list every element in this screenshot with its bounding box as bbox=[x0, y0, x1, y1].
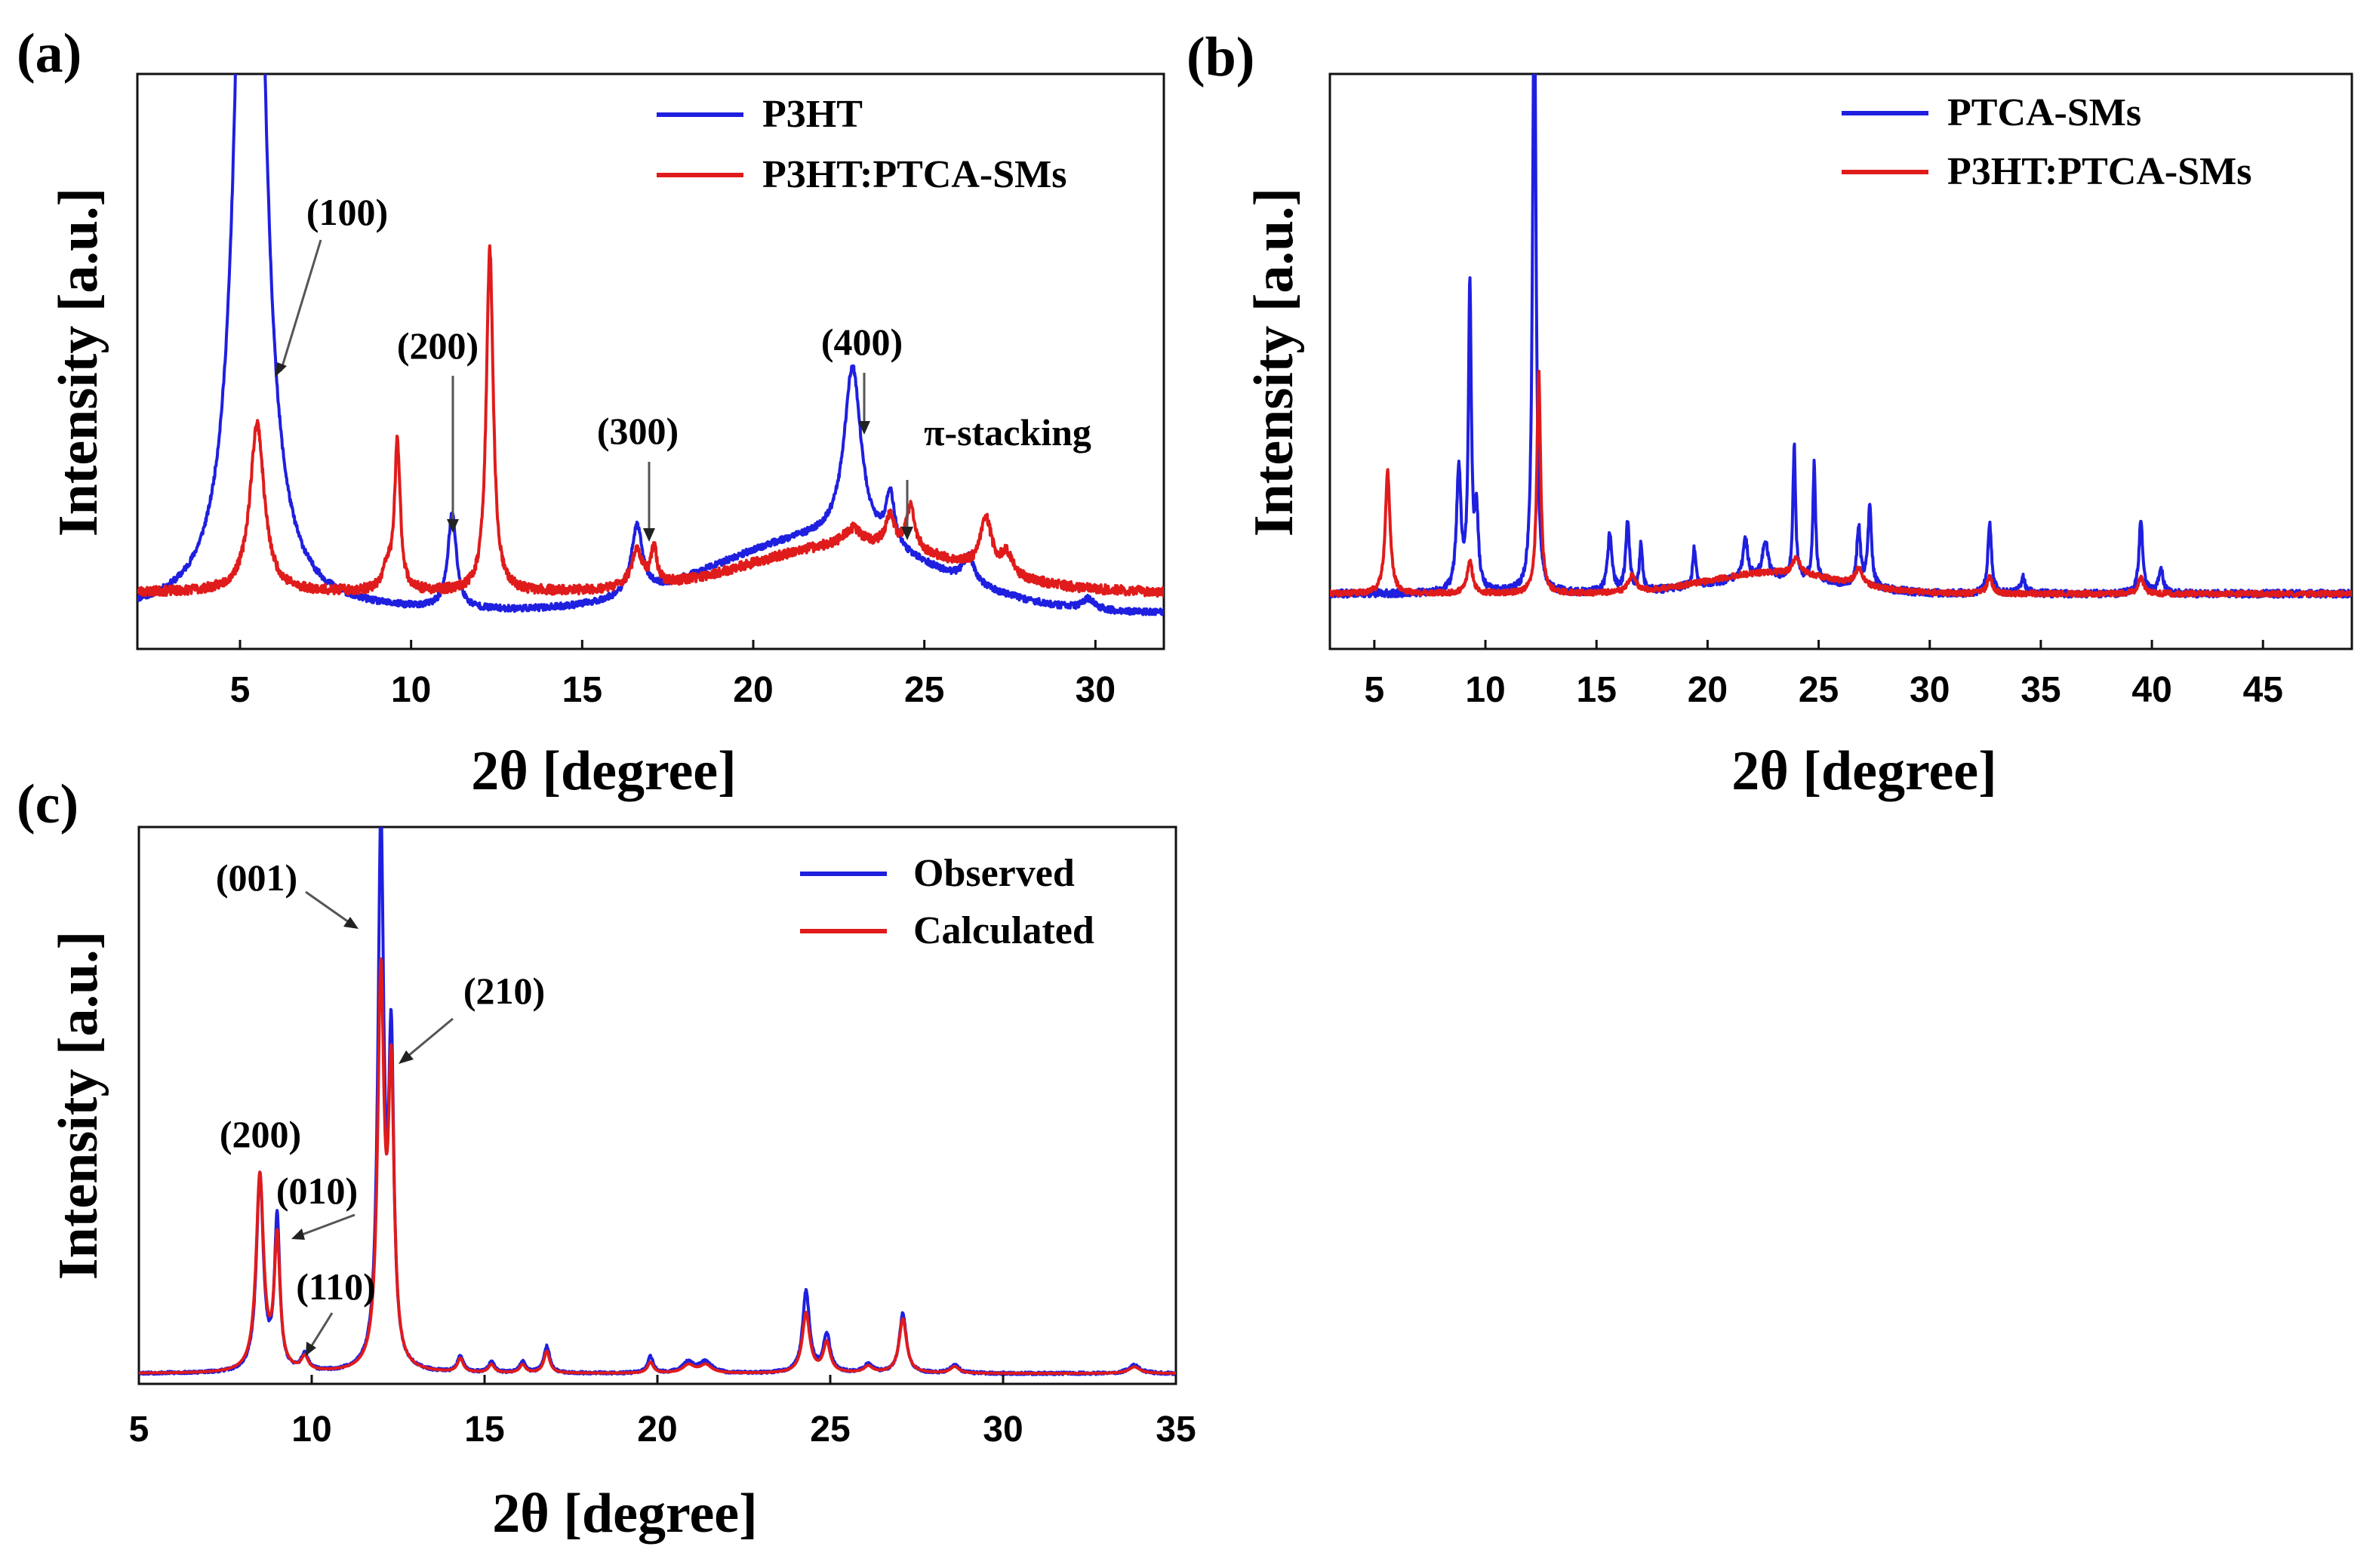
panel-b-plot-frame bbox=[1328, 72, 2353, 650]
panel-b-x-axis: 5 10 15 20 25 30 35 40 45 bbox=[1365, 640, 2283, 710]
panel-c: (c) 5 10 15 20 25 30 35 2θ [degree] Intensity … bbox=[17, 773, 1196, 1545]
panel-c-legend-label-calculated: Calculated bbox=[913, 909, 1094, 952]
annotation-a-100: (100) bbox=[306, 191, 388, 233]
panel-c-label: (c) bbox=[17, 773, 78, 835]
annotation-a-200: (200) bbox=[397, 324, 479, 367]
panel-b-series-group bbox=[1330, 74, 2352, 599]
x-tick-label-a-25: 25 bbox=[904, 670, 944, 710]
panel-b-legend-label-blend: P3HT:PTCA-SMs bbox=[1947, 150, 2251, 193]
annotation-c-210-arrow bbox=[407, 1017, 454, 1058]
annotation-a-pi-stacking-arrowhead bbox=[901, 527, 913, 540]
x-tick-label-b-40: 40 bbox=[2131, 670, 2171, 710]
annotation-a-400: (400) bbox=[821, 321, 903, 363]
annotation-a-pi-stacking: π-stacking bbox=[924, 411, 1091, 453]
annotation-c-001-arrow bbox=[305, 890, 349, 924]
x-tick-label-c-5: 5 bbox=[129, 1410, 149, 1450]
series-line-b-ptca-sms bbox=[1330, 74, 2352, 599]
x-tick-label-b-25: 25 bbox=[1799, 670, 1839, 710]
series-line-a-p3ht-ptca-sms bbox=[137, 244, 1164, 598]
x-tick-label-c-15: 15 bbox=[464, 1410, 504, 1450]
panel-c-legend: Observed Calculated bbox=[800, 852, 1094, 952]
x-tick-label-c-30: 30 bbox=[983, 1410, 1023, 1450]
panel-b-legend-label-ptca: PTCA-SMs bbox=[1947, 91, 2141, 134]
panel-a: (a) 5 10 15 20 25 30 2θ [degree] Intensity [a… bbox=[17, 23, 1165, 802]
x-tick-label-a-5: 5 bbox=[230, 670, 251, 710]
x-tick-label-c-35: 35 bbox=[1156, 1410, 1196, 1450]
panel-a-legend: P3HT P3HT:PTCA-SMs bbox=[657, 93, 1066, 196]
panel-c-x-axis: 5 10 15 20 25 30 35 bbox=[129, 1375, 1196, 1450]
panel-c-x-axis-title: 2θ [degree] bbox=[492, 1483, 758, 1545]
annotation-c-010-arrow bbox=[300, 1213, 355, 1237]
x-tick-label-a-30: 30 bbox=[1076, 670, 1116, 710]
panel-b: (b) 5 10 15 20 25 30 35 40 45 2θ [degree] Intens… bbox=[1186, 26, 2353, 802]
x-tick-label-b-10: 10 bbox=[1465, 670, 1505, 710]
annotation-c-001: (001) bbox=[216, 856, 297, 899]
x-tick-label-b-5: 5 bbox=[1365, 670, 1385, 710]
panel-a-series-group bbox=[137, 74, 1164, 616]
panel-a-y-axis-title: Intensity [a.u.] bbox=[48, 188, 109, 537]
annotation-c-010-arrowhead bbox=[291, 1228, 305, 1240]
x-tick-label-a-15: 15 bbox=[562, 670, 602, 710]
panel-a-x-axis-title: 2θ [degree] bbox=[471, 740, 737, 802]
annotation-c-010: (010) bbox=[276, 1170, 358, 1212]
panel-c-series-group bbox=[139, 827, 1176, 1376]
panel-a-legend-label-blend: P3HT:PTCA-SMs bbox=[762, 153, 1066, 196]
panel-c-annotations: (001) (210) (200) (010) (110) bbox=[216, 856, 545, 1356]
series-line-b-p3ht-ptca-sms bbox=[1330, 369, 2352, 598]
annotation-c-210-arrowhead bbox=[399, 1050, 414, 1064]
panel-a-legend-label-p3ht: P3HT bbox=[762, 93, 863, 136]
panel-a-plot-frame bbox=[136, 72, 1165, 650]
x-tick-label-b-30: 30 bbox=[1910, 670, 1950, 710]
panel-b-legend: PTCA-SMs P3HT:PTCA-SMs bbox=[1842, 91, 2251, 193]
annotation-a-400-arrowhead bbox=[858, 421, 870, 435]
x-tick-label-c-25: 25 bbox=[810, 1410, 850, 1450]
series-line-a-p3ht bbox=[137, 74, 1164, 616]
annotation-c-110-arrow bbox=[309, 1312, 334, 1348]
x-tick-label-a-10: 10 bbox=[391, 670, 431, 710]
annotation-c-110: (110) bbox=[296, 1265, 376, 1308]
annotation-c-110-arrowhead bbox=[306, 1342, 316, 1356]
series-line-c-calculated bbox=[139, 957, 1176, 1375]
x-tick-label-c-10: 10 bbox=[291, 1410, 331, 1450]
panel-c-legend-label-observed: Observed bbox=[913, 852, 1075, 895]
x-tick-label-b-35: 35 bbox=[2021, 670, 2061, 710]
annotation-c-200: (200) bbox=[220, 1113, 301, 1155]
panel-a-annotations: (100) (200) (300) (400) π-stacking bbox=[275, 191, 1091, 542]
x-tick-label-b-15: 15 bbox=[1577, 670, 1617, 710]
annotation-a-300: (300) bbox=[597, 410, 679, 452]
panel-b-y-axis-title: Intensity [a.u.] bbox=[1243, 188, 1305, 537]
annotation-a-300-arrowhead bbox=[643, 528, 655, 542]
annotation-a-200-arrowhead bbox=[447, 519, 459, 533]
annotation-a-100-arrow bbox=[279, 239, 322, 372]
x-tick-label-c-20: 20 bbox=[637, 1410, 677, 1450]
panel-b-label: (b) bbox=[1186, 26, 1254, 88]
x-tick-label-a-20: 20 bbox=[733, 670, 773, 710]
panel-b-x-axis-title: 2θ [degree] bbox=[1731, 740, 1997, 802]
panel-a-label: (a) bbox=[17, 23, 82, 85]
annotation-c-001-arrowhead bbox=[343, 917, 359, 929]
x-tick-label-b-20: 20 bbox=[1688, 670, 1728, 710]
panel-c-y-axis-title: Intensity [a.u.] bbox=[48, 931, 109, 1281]
x-tick-label-b-45: 45 bbox=[2243, 670, 2283, 710]
annotation-c-210: (210) bbox=[463, 970, 545, 1012]
panel-a-x-axis: 5 10 15 20 25 30 bbox=[230, 640, 1116, 710]
annotation-a-100-arrowhead bbox=[275, 362, 287, 377]
